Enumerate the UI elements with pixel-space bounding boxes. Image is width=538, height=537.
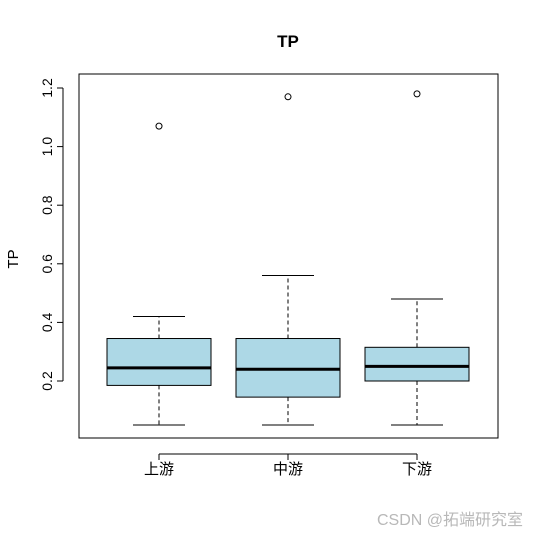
x-axis: 上游 中游 下游 [144, 453, 432, 478]
iqr-box [106, 338, 212, 386]
box-2 [235, 93, 341, 426]
y-tick-label: 0.6 [39, 254, 55, 274]
x-tick-label: 下游 [402, 461, 432, 478]
plot-frame [78, 73, 499, 439]
chart-title: TP [277, 32, 299, 51]
box-3 [364, 90, 470, 426]
y-tick-label: 0.4 [39, 312, 55, 332]
boxes-group [106, 90, 470, 426]
y-tick-label: 0.2 [39, 371, 55, 391]
box-1 [106, 122, 212, 426]
x-tick-label: 中游 [273, 461, 303, 478]
x-tick-label: 上游 [144, 461, 174, 478]
outlier-point [155, 122, 163, 130]
watermark: CSDN @拓端研究室 [377, 511, 523, 529]
y-tick-label: 1.0 [39, 137, 55, 157]
y-tick-label: 1.2 [39, 78, 55, 98]
outlier-point [284, 93, 292, 101]
y-axis-label: TP [5, 249, 22, 268]
y-tick-label: 0.8 [39, 195, 55, 215]
y-axis: 0.2 0.4 0.6 0.8 1.0 1.2 [39, 78, 64, 391]
iqr-box [364, 346, 470, 382]
outlier-point [413, 90, 421, 98]
